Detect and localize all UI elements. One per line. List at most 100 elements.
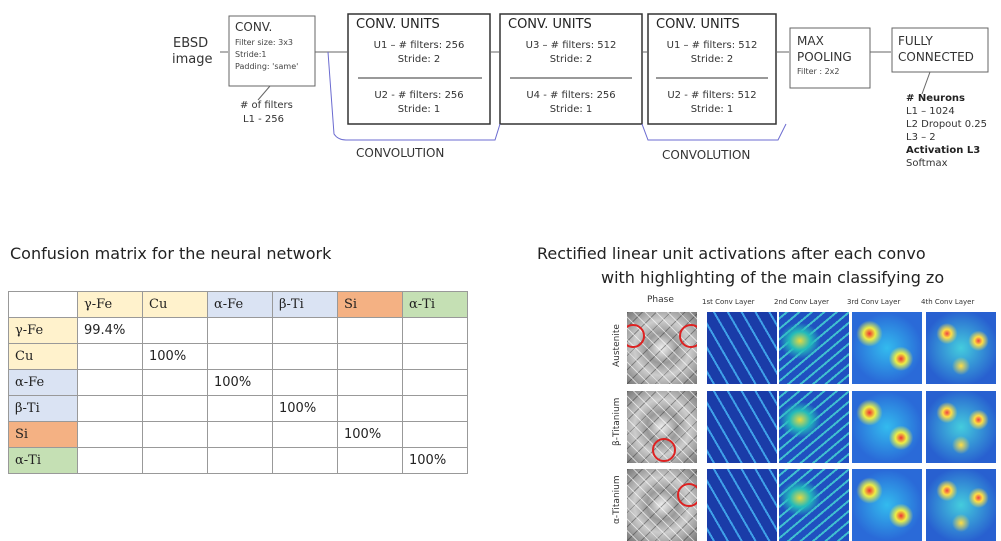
cell xyxy=(403,396,468,422)
cell xyxy=(273,318,338,344)
cell: 100% xyxy=(143,344,208,370)
cell: 99.4% xyxy=(78,318,143,344)
activation-image xyxy=(707,312,777,384)
convolution-label: CONVOLUTION xyxy=(662,148,750,162)
header-cell: α-Fe xyxy=(208,292,273,318)
cell xyxy=(273,370,338,396)
block-text: U1 – # filters: 512 xyxy=(656,40,768,51)
block-text: Stride: 1 xyxy=(356,104,482,115)
activation-image xyxy=(779,312,849,384)
table-row: Si 100% xyxy=(9,422,468,448)
cell xyxy=(208,318,273,344)
column-label: 4th Conv Layer xyxy=(921,298,974,306)
cell xyxy=(143,448,208,474)
column-label: 3rd Conv Layer xyxy=(847,298,900,306)
block-text: U3 – # filters: 512 xyxy=(508,40,634,51)
cell xyxy=(78,370,143,396)
header-cell: Cu xyxy=(143,292,208,318)
cell xyxy=(143,370,208,396)
block-title: POOLING xyxy=(797,50,852,64)
activation-image xyxy=(707,469,777,541)
row-header: γ-Fe xyxy=(9,318,78,344)
note: L1 – 1024 xyxy=(906,106,955,117)
cell xyxy=(338,318,403,344)
block-title: MAX xyxy=(797,34,824,48)
row-header: β-Ti xyxy=(9,396,78,422)
block-title: FULLY xyxy=(898,34,933,48)
table-row: α-Ti100% xyxy=(9,448,468,474)
table-row: β-Ti 100% xyxy=(9,396,468,422)
activation-image xyxy=(627,391,697,463)
cell xyxy=(78,396,143,422)
activation-image xyxy=(852,312,922,384)
highlight-circle xyxy=(679,324,697,348)
slide: EBSD image CONV. Filter size: 3x3 Stride… xyxy=(0,0,1001,539)
note: # Neurons xyxy=(906,93,965,104)
cell xyxy=(143,318,208,344)
activation-image xyxy=(707,391,777,463)
cell: 100% xyxy=(208,370,273,396)
cell xyxy=(403,344,468,370)
cell xyxy=(143,396,208,422)
block-text: U1 – # filters: 256 xyxy=(356,40,482,51)
block-title: CONNECTED xyxy=(898,50,974,64)
activation-image xyxy=(627,469,697,541)
column-label: 2nd Conv Layer xyxy=(774,298,829,306)
cell xyxy=(403,318,468,344)
table-title: Confusion matrix for the neural network xyxy=(10,244,331,263)
block-text: Filter : 2x2 xyxy=(797,67,840,76)
header-cell: β-Ti xyxy=(273,292,338,318)
cell xyxy=(78,422,143,448)
cell: 100% xyxy=(338,422,403,448)
row-label: Austenite xyxy=(612,324,622,367)
block-text: U2 - # filters: 512 xyxy=(656,90,768,101)
activation-image xyxy=(852,391,922,463)
cell: 100% xyxy=(273,396,338,422)
block-text: U2 - # filters: 256 xyxy=(356,90,482,101)
block-text: Stride: 2 xyxy=(508,54,634,65)
block-title: CONV. UNITS xyxy=(508,17,592,32)
activation-image xyxy=(779,469,849,541)
row-header: Si xyxy=(9,422,78,448)
highlight-circle xyxy=(652,438,676,462)
input-label: EBSD xyxy=(173,36,208,51)
cell xyxy=(338,396,403,422)
cell xyxy=(78,344,143,370)
block-text: Padding: 'same' xyxy=(235,62,298,71)
corner-cell xyxy=(9,292,78,318)
panel-title: Rectified linear unit activations after … xyxy=(537,244,926,263)
block-text: Stride: 2 xyxy=(656,54,768,65)
row-label: β-Titanium xyxy=(612,398,622,446)
row-header: Cu xyxy=(9,344,78,370)
cell xyxy=(143,422,208,448)
block-text: Stride: 1 xyxy=(656,104,768,115)
header-cell: Si xyxy=(338,292,403,318)
activation-image xyxy=(926,469,996,541)
cell xyxy=(273,422,338,448)
block-title: CONV. xyxy=(235,20,272,34)
cell xyxy=(78,448,143,474)
row-header: α-Fe xyxy=(9,370,78,396)
cell xyxy=(208,448,273,474)
header-cell: γ-Fe xyxy=(78,292,143,318)
column-label: Phase xyxy=(647,295,674,305)
note: Activation L3 xyxy=(906,145,980,156)
cell xyxy=(403,422,468,448)
activation-image xyxy=(926,391,996,463)
header-cell: α-Ti xyxy=(403,292,468,318)
block-text: Filter size: 3x3 xyxy=(235,38,293,47)
row-header: α-Ti xyxy=(9,448,78,474)
note: L3 – 2 xyxy=(906,132,936,143)
cell xyxy=(208,344,273,370)
cell xyxy=(403,370,468,396)
block-text: Stride: 1 xyxy=(508,104,634,115)
header-row: γ-FeCuα-Feβ-TiSiα-Ti xyxy=(9,292,468,318)
block-text: Stride: 2 xyxy=(356,54,482,65)
activation-image xyxy=(779,391,849,463)
table-row: Cu 100% xyxy=(9,344,468,370)
highlight-circle xyxy=(627,324,645,348)
activation-image xyxy=(926,312,996,384)
block-text: U4 - # filters: 256 xyxy=(508,90,634,101)
